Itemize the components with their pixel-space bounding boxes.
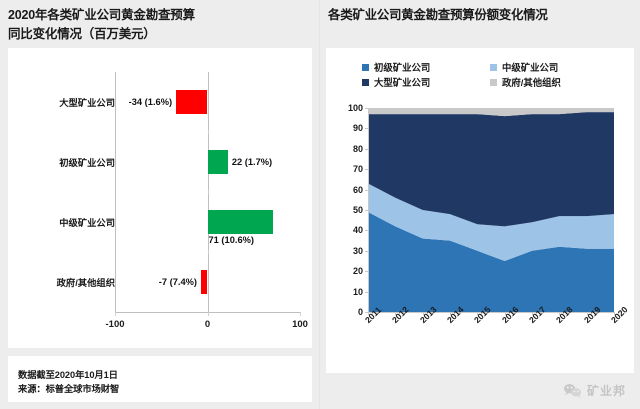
area-series-band [368,212,614,312]
bar-chart-y-tick [207,130,209,134]
left-title-line-1: 2020年各类矿业公司黄金勘查预算 [8,8,195,22]
area-chart-y-tick [365,128,368,130]
area-chart-card: 初级矿业公司 中级矿业公司大型矿业公司 政府/其他组织 0 10 20 30 40 50 60 7… [326,48,634,373]
bar-chart-x-tick [207,312,209,316]
area-chart-x-tick [586,312,588,315]
bar-chart-card: 大型矿业公司 -34 (1.6%) 初级矿业公司 22 (1.7%) 中级矿业公司 71 … [8,48,312,348]
area-chart-y-tick [365,250,368,252]
left-chart-title: 2020年各类矿业公司黄金勘查预算 同比变化情况（百万美元） [8,6,308,44]
legend-swatch-icon [362,78,369,86]
bar-category-label: 初级矿业公司 [59,158,115,168]
area-series-band [368,112,614,227]
area-chart-y-tick-label: 80 [352,143,363,154]
right-chart-title: 各类矿业公司黄金勘查预算份额变化情况 [328,8,548,22]
legend-label: 政府/其他组织 [502,77,561,88]
area-chart-x-tick [450,312,451,315]
legend-item[interactable]: 政府/其他组织 [490,75,561,89]
bar-segment [176,90,208,114]
bar-chart-x-tick [300,312,301,316]
area-chart-y-tick [365,108,368,109]
bar-category-label: 政府/其他组织 [56,278,115,288]
footer-note-card: 数据截至2020年10月1日 来源：标普全球市场财智 [8,356,312,402]
legend-label: 大型矿业公司 [374,77,431,88]
area-chart-x-tick [368,312,369,315]
legend-swatch-icon [490,78,497,86]
area-chart-y-tick [365,210,368,211]
area-chart-y-tick-label: 100 [347,103,363,113]
area-chart-y-tick [365,148,368,150]
bar-category-label: 中级矿业公司 [59,218,115,228]
area-chart-y-tick [365,291,368,293]
bar-chart-x-tick-label: -100 [105,319,125,330]
area-chart-x-axis [368,312,614,313]
area-chart-x-tick [614,312,615,315]
area-chart-y-tick-label: 30 [352,245,363,256]
area-chart-y-tick [365,312,368,313]
footer-source: 来源：标普全球市场财智 [18,384,120,394]
area-chart-y-tick-label: 60 [352,184,363,195]
bar-value-label: -34 (1.6%) [128,97,173,107]
legend-item[interactable]: 初级矿业公司 [362,60,430,74]
legend-item[interactable]: 中级矿业公司 [490,60,558,74]
area-chart-y-tick [365,271,368,273]
area-chart-x-tick [504,312,506,315]
bar-value-label: 71 (10.6%) [208,235,254,245]
legend-swatch-icon [490,63,497,71]
area-chart-y-tick-label: 20 [352,266,363,277]
area-chart-y-tick [365,230,368,232]
area-chart-svg [368,108,614,312]
watermark-text: 矿业邦 [586,384,626,398]
bar-chart-y-tick [207,190,209,194]
legend-item[interactable]: 大型矿业公司 [362,75,430,89]
area-chart-y-axis [368,108,369,312]
footer-data-date: 数据截至2020年10月1日 [18,370,118,380]
area-chart-y-tick [365,189,368,191]
watermark: 矿业邦 [563,382,626,399]
bar-chart-x-tick [115,312,116,316]
area-chart-y-tick-label: 40 [352,225,363,236]
legend-label: 初级矿业公司 [374,62,431,73]
area-chart-y-tick-label: 0 [357,307,363,317]
bar-value-label: -7 (7.4%) [158,277,198,287]
bar-segment [201,270,208,294]
bar-chart-y-tick [207,250,209,254]
bar-segment [207,150,228,174]
bar-category-label: 大型矿业公司 [59,98,115,108]
right-panel: 各类矿业公司黄金勘查预算份额变化情况 初级矿业公司 中级矿业公司大型矿业公司 政府/… [320,0,640,409]
area-chart-x-tick [559,312,561,315]
area-chart-x-tick [532,312,533,315]
panel-divider [319,0,320,409]
legend-swatch-icon [362,63,369,71]
bar-value-label: 22 (1.7%) [231,157,273,167]
area-chart-y-tick [365,169,368,171]
area-series-band [368,183,614,261]
bar-chart: 大型矿业公司 -34 (1.6%) 初级矿业公司 22 (1.7%) 中级矿业公司 71 … [8,48,312,348]
area-chart-x-tick [395,312,397,315]
area-chart: 0 10 20 30 40 50 60 70 80 90 100 2011 2012 2013 2014 20… [326,100,634,370]
wechat-icon [563,384,582,398]
bar-chart-x-tick-label: 0 [204,319,211,330]
area-chart-y-tick-label: 90 [352,123,363,134]
area-chart-x-tick [422,312,424,315]
area-chart-y-tick-label: 10 [352,286,363,297]
bar-chart-x-tick-label: 100 [292,319,308,330]
left-panel: 2020年各类矿业公司黄金勘查预算 同比变化情况（百万美元） 大型矿业公司 -34… [8,6,312,402]
bar-chart-left-axis-line [115,72,116,312]
bar-segment [207,210,274,234]
area-series-band [368,108,614,117]
area-chart-x-tick [477,312,479,315]
legend-label: 中级矿业公司 [502,62,559,73]
area-chart-y-tick-label: 50 [352,205,363,215]
area-chart-y-tick-label: 70 [352,164,363,175]
left-title-line-2: 同比变化情况（百万美元） [8,27,156,41]
